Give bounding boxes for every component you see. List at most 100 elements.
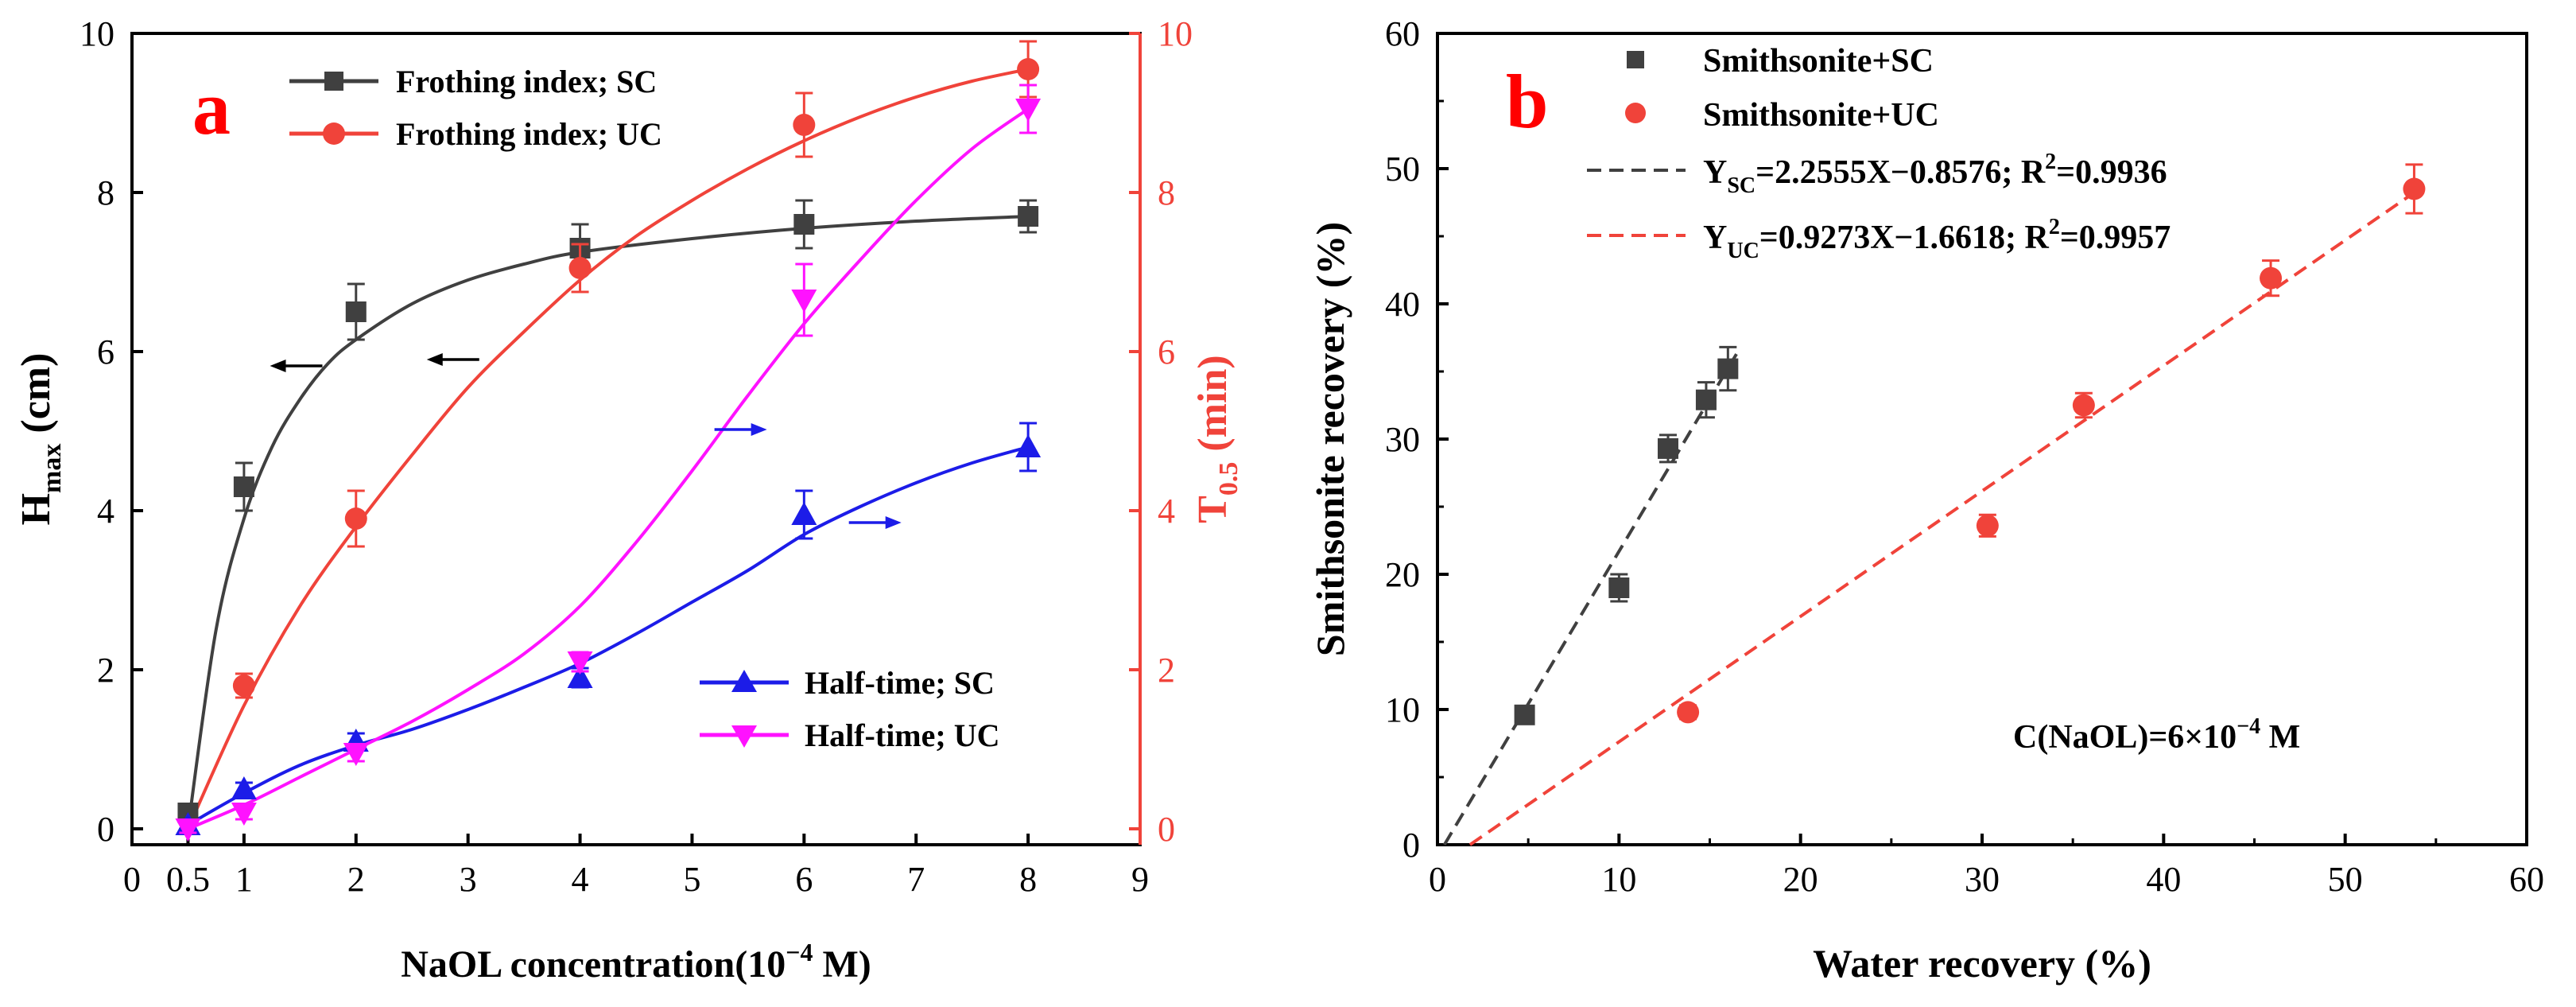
panel-b-point-0: [1717, 358, 1739, 379]
panel-a-legend-top: Frothing index; SC Frothing index; UC: [289, 64, 662, 152]
panel-a-point-3: [175, 818, 201, 842]
panel-b-y-tick-label: 10: [1385, 690, 1420, 729]
panel-a-arrows: [270, 353, 902, 529]
panel-a-y-left-tick-label: 2: [97, 651, 114, 690]
panel-a-point-1: [1017, 58, 1040, 80]
panel-a-y-left-tick-label: 8: [97, 173, 114, 212]
panel-a-point-0: [345, 301, 367, 322]
panel-a-point-0: [233, 476, 254, 497]
panel-a-x-tick-label: 1: [235, 860, 253, 899]
panel-b-point-0: [1608, 577, 1630, 598]
panel-a-fit-2: [187, 445, 1029, 826]
panel-a-y-right-tick-label: 8: [1158, 173, 1175, 212]
panel-a-label: a: [192, 65, 231, 150]
panel-a-x-tick-label: 6: [795, 860, 813, 899]
panel-a-point-1: [344, 507, 367, 530]
panel-b-y-axis-label: Smithsonite recovery (%): [1308, 222, 1352, 656]
panel-b-label: b: [1506, 59, 1548, 144]
panel-b-x-tick-label: 50: [2328, 860, 2363, 899]
panel-b-x-tick-label: 20: [1783, 860, 1818, 899]
panel-b-fit-lines: [1442, 189, 2419, 846]
legend-halftime-sc: Half-time; SC: [805, 665, 995, 701]
panel-b-x-axis-label: Water recovery (%): [1813, 941, 2151, 986]
panel-a-y-right-tick-label: 4: [1158, 492, 1175, 531]
panel-a-x-tick-label: 9: [1131, 860, 1149, 899]
panel-b-point-0: [1657, 437, 1678, 459]
legend-halftime-uc: Half-time; UC: [805, 717, 999, 753]
panel-a-point-2: [231, 776, 257, 799]
panel-b-x-tick-label: 40: [2146, 860, 2181, 899]
panel-a-arrow-head: [426, 353, 443, 366]
panel-a-y-left-tick-label: 10: [80, 14, 114, 53]
panel-a-fit-1: [186, 68, 1029, 830]
panel-b-y-tick-label: 40: [1385, 285, 1420, 324]
panel-a-y-left-tick-label: 0: [97, 810, 114, 849]
panel-b-point-1: [1677, 701, 1700, 724]
panel-b-point-1: [2072, 394, 2095, 417]
panel-a-x-tick-label: 0: [123, 860, 141, 899]
panel-b-point-1: [2260, 266, 2283, 290]
panel-a-x-tick-label: 0.5: [166, 860, 210, 899]
legend-fit-sc: YSC=2.2555X−0.8576; R2=0.9936: [1703, 150, 2167, 198]
legend-smithsonite-uc: Smithsonite+UC: [1703, 97, 1939, 134]
panel-a-point-1: [232, 675, 255, 697]
panel-a-point-2: [567, 665, 593, 688]
panel-b-x-tick-label: 10: [1601, 860, 1636, 899]
panel-a-y-right-tick-label: 0: [1158, 810, 1175, 849]
panel-a-fit-curves: [186, 68, 1030, 830]
panel-a-y-right-tick-label: 10: [1158, 14, 1193, 53]
panel-b: 0 10 20 30 40 50 60 0 10 20 30 40 50 60 b Smithsonite…: [1308, 14, 2544, 986]
panel-a-y-right-tick-label: 6: [1158, 332, 1175, 371]
panel-a-x-tick-label: 3: [460, 860, 477, 899]
panel-a-point-0: [1018, 206, 1039, 227]
panel-b-markers: [1514, 163, 2426, 725]
panel-b-y-tick-label: 20: [1385, 555, 1420, 594]
panel-a-point-3: [231, 803, 257, 826]
panel-a-y-right-tick-label: 2: [1158, 651, 1175, 690]
legend-fit-uc: YUC=0.9273X−1.6618; R2=0.9957: [1703, 215, 2171, 263]
panel-a-point-3: [791, 290, 817, 313]
panel-b-y-tick-label: 30: [1385, 420, 1420, 459]
panel-b-point-1: [2403, 177, 2426, 200]
panel-a-point-1: [568, 257, 592, 279]
panel-a-point-3: [343, 743, 369, 766]
panel-b-ticks: 0 10 20 30 40 50 60 0 10 20 30 40 50 60: [1385, 14, 2544, 899]
panel-b-annotation: C(NaOL)=6×10−4 M: [2013, 714, 2300, 756]
legend-frothing-uc: Frothing index; UC: [396, 116, 662, 152]
panel-a-arrow-head: [885, 516, 902, 529]
panel-a-point-1: [793, 114, 816, 136]
panel-a-point-0: [793, 214, 815, 235]
panel-a-fit-3: [187, 107, 1030, 830]
panel-b-y-tick-label: 60: [1385, 14, 1420, 53]
panel-a-x-tick-label: 4: [572, 860, 589, 899]
panel-b-fit-line-1: [1468, 189, 2419, 846]
panel-a-point-2: [1015, 434, 1042, 457]
panel-b-x-tick-label: 0: [1429, 860, 1446, 899]
panel-a-x-tick-label: 5: [683, 860, 700, 899]
panel-a-x-tick-label: 8: [1019, 860, 1037, 899]
panel-a-arrow-head: [751, 423, 767, 436]
panel-b-x-tick-label: 30: [1965, 860, 2000, 899]
panel-b-y-tick-label: 0: [1402, 826, 1420, 865]
panel-a-x-axis-label: NaOL concentration(10−4 M): [401, 938, 871, 986]
panel-b-x-tick-label: 60: [2509, 860, 2544, 899]
panel-a-y-left-tick-label: 6: [97, 332, 114, 371]
panel-b-y-tick-label: 50: [1385, 150, 1420, 189]
panel-b-point-0: [1695, 389, 1717, 410]
panel-a-point-3: [1015, 99, 1042, 122]
panel-a-arrow-head: [270, 360, 286, 372]
panel-b-legend: Smithsonite+SC Smithsonite+UC YSC=2.2555…: [1587, 43, 2171, 263]
panel-a-y-left-label: Hmax (cm): [14, 353, 67, 526]
legend-frothing-sc: Frothing index; SC: [396, 64, 657, 99]
panel-b-point-1: [1976, 514, 1999, 537]
panel-a-y-left-tick-label: 4: [97, 492, 114, 531]
panel-a-x-tick-label: 7: [907, 860, 925, 899]
panel-a-point-3: [567, 651, 593, 675]
panel-a-x-tick-label: 2: [347, 860, 365, 899]
panel-a-legend-bottom: Half-time; SC Half-time; UC: [700, 665, 999, 753]
panel-a-y-right-label: T0.5 (min): [1190, 355, 1243, 523]
panel-a-point-2: [791, 502, 817, 525]
